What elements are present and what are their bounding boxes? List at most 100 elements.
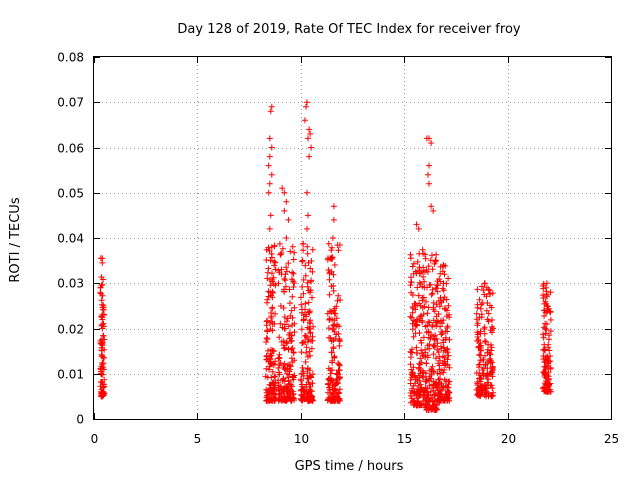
data-point [329,391,336,398]
data-point [417,361,424,368]
data-point [272,391,279,398]
data-point [100,332,107,339]
data-point [407,255,414,262]
data-point [98,386,105,393]
data-point [437,323,444,330]
data-point [275,395,282,402]
data-point [488,304,495,311]
data-point [479,300,486,306]
data-point [334,392,341,399]
data-point [333,370,340,377]
data-point [299,306,306,313]
data-point [428,203,435,210]
data-point [337,297,344,303]
data-point [270,380,277,387]
data-point [269,327,276,334]
data-point [543,326,550,333]
data-point [330,345,337,352]
data-point [417,337,424,344]
data-point [328,268,335,275]
data-points [97,99,554,413]
data-point [309,380,316,387]
data-point [436,362,443,369]
data-point [304,189,310,196]
data-point [291,249,298,256]
data-point [445,302,452,309]
data-point [98,297,105,304]
data-point [99,316,106,323]
data-point [298,349,305,356]
data-point [440,339,447,346]
data-point [263,335,270,341]
y-tick-label: 0.02 [57,323,84,337]
data-point [425,304,432,311]
data-point [264,299,271,306]
data-point [309,246,316,253]
data-point [434,288,441,295]
data-point [276,351,283,358]
data-point [100,389,107,396]
data-point [303,344,310,351]
data-point [299,283,306,290]
data-point [545,344,552,351]
data-point [419,246,426,253]
data-point [488,368,495,375]
data-point [430,351,437,358]
data-point [268,387,275,394]
data-point [298,301,305,308]
x-tick-label: 25 [604,432,619,446]
data-point [276,371,283,378]
data-point [306,367,313,374]
data-point [100,306,107,313]
data-point [99,366,106,373]
data-point [543,321,550,327]
data-point [444,345,451,352]
data-point [330,386,337,393]
data-point [326,384,332,391]
data-point [267,350,274,357]
data-point [445,384,452,391]
data-point [275,280,282,287]
data-point [299,396,306,403]
data-point [289,394,296,401]
data-point [280,305,287,311]
data-point [283,384,290,390]
data-point [283,396,290,403]
data-point [423,388,430,395]
data-point [438,299,445,306]
data-point [413,221,420,228]
data-point [410,333,417,340]
data-point [99,325,106,332]
data-point [331,354,338,361]
data-point [487,327,494,334]
data-point [308,144,315,151]
data-point [410,260,417,267]
data-point [407,380,414,387]
data-point [279,185,286,192]
data-point [433,301,440,308]
data-point [281,286,287,293]
data-point [419,304,426,311]
data-point [287,248,294,255]
data-point [327,367,334,374]
data-point [477,352,484,359]
data-point [283,235,290,241]
data-point [426,345,433,352]
data-point [443,393,450,400]
data-point [442,334,449,341]
data-point [333,331,340,338]
data-point [297,294,304,301]
data-point [415,292,422,299]
y-tick-label: 0.01 [57,368,84,382]
data-point [330,337,337,344]
data-point [333,379,340,386]
data-point [414,398,421,405]
data-point [476,351,483,358]
data-point [440,280,447,287]
data-point [335,247,342,254]
data-point [486,355,493,362]
data-point [290,284,297,290]
data-point [269,368,276,375]
data-point [269,278,276,285]
data-point [280,363,287,369]
